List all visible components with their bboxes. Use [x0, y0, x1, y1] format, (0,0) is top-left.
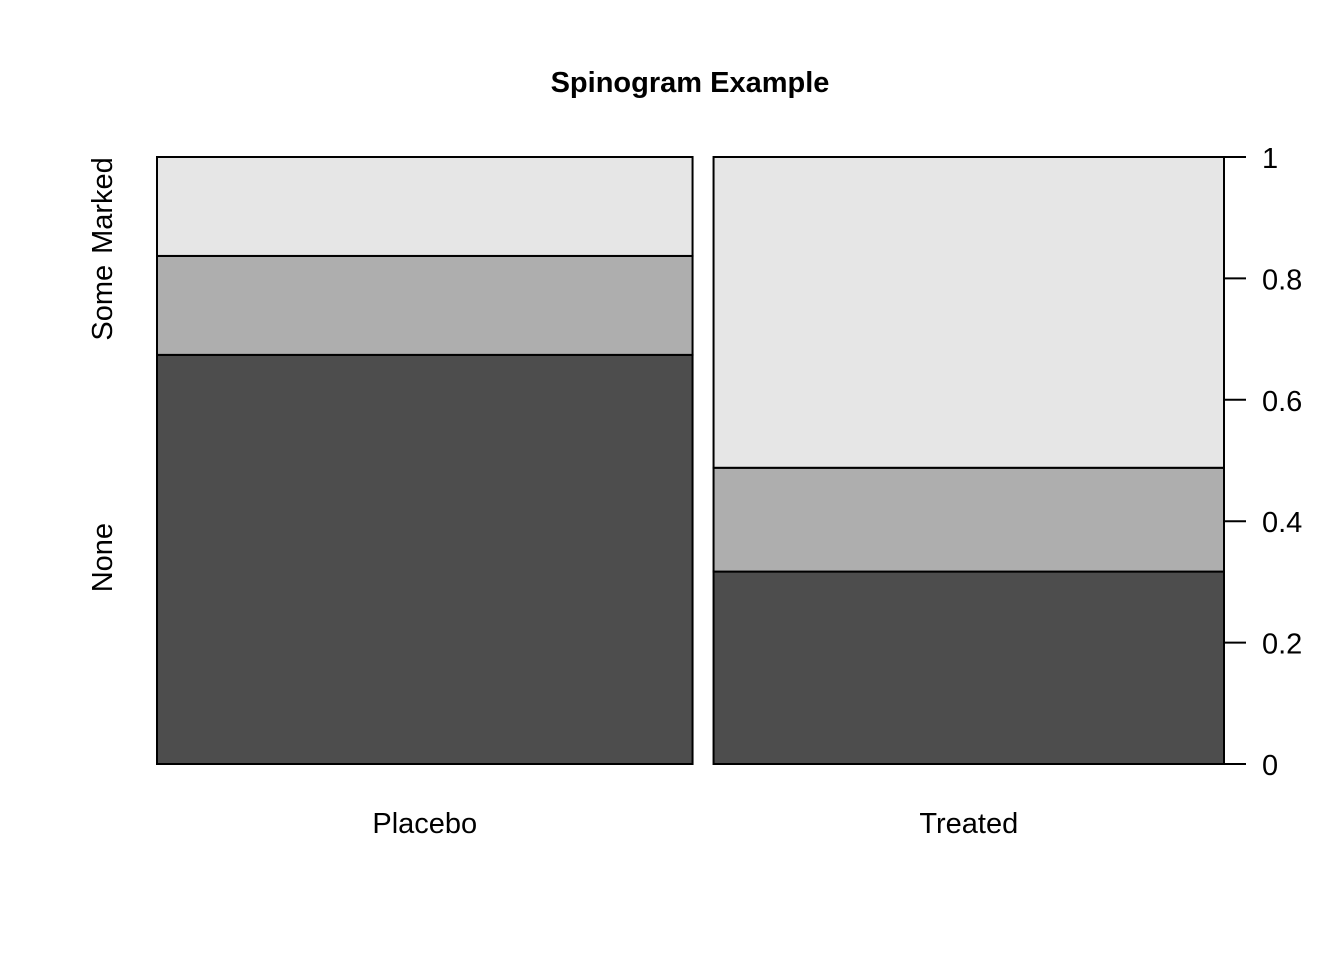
x-label-treated: Treated — [919, 808, 1018, 840]
right-axis-tick-label: 0.2 — [1262, 629, 1302, 661]
stack-label-none: None — [87, 523, 119, 592]
right-axis-tick-label: 0 — [1262, 750, 1278, 782]
x-axis-labels: Placebo Treated — [372, 808, 1018, 840]
bar-segment-placebo-none — [156, 353, 694, 765]
bar-segment-treated-none — [712, 570, 1225, 765]
bar-segment-treated-marked — [712, 156, 1225, 469]
right-axis-tick-label: 0.6 — [1262, 386, 1302, 418]
stack-label-some: Some — [87, 265, 119, 341]
right-axis-tick-label: 0.8 — [1262, 264, 1302, 296]
bar-segment-placebo-marked — [156, 156, 694, 257]
x-label-placebo: Placebo — [372, 808, 477, 840]
bar-segment-placebo-some — [156, 254, 694, 356]
left-stack-labels: None Some Marked — [87, 157, 119, 592]
right-axis: 0 0.2 0.4 0.6 0.8 1 — [1223, 143, 1302, 782]
bar-segment-treated-some — [712, 466, 1225, 573]
right-axis-tick-label: 0.4 — [1262, 507, 1302, 539]
right-axis-tick-label: 1 — [1262, 143, 1278, 175]
bars-group — [156, 156, 1225, 765]
chart-title: Spinogram Example — [551, 67, 830, 99]
stack-label-marked: Marked — [87, 157, 119, 254]
